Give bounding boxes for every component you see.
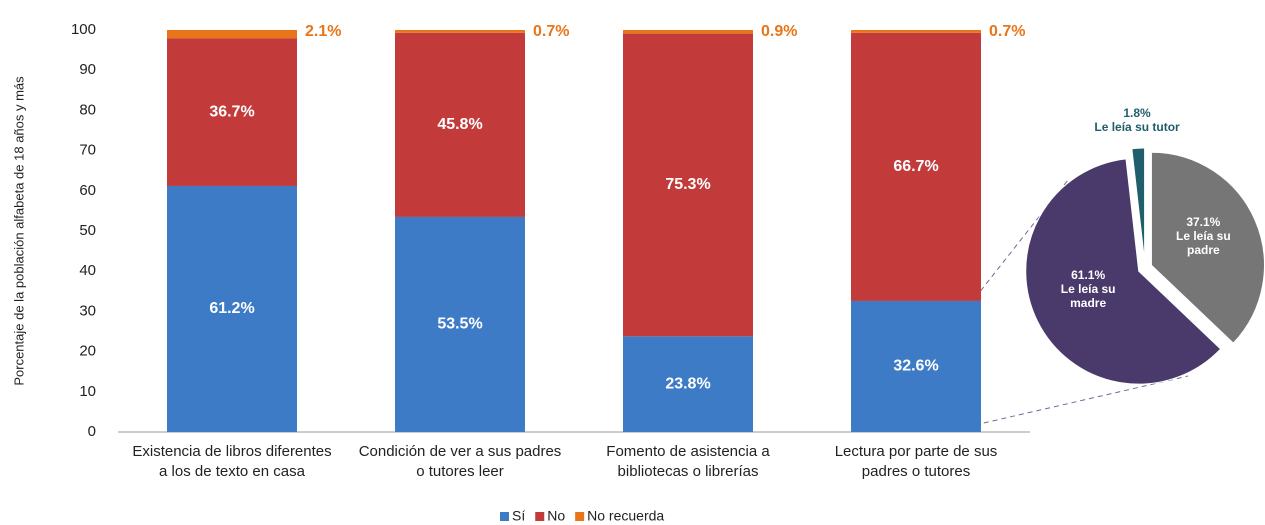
data-label: 66.7% <box>893 158 938 175</box>
pie-value-label-box: 1.8% <box>1123 105 1151 120</box>
legend-swatch <box>535 512 545 521</box>
x-tick-label: Condición de ver a sus padres o tutores … <box>358 443 562 480</box>
y-tick-label: 40 <box>79 262 96 279</box>
y-tick-label: 20 <box>79 343 96 360</box>
data-label: 0.9% <box>761 23 797 40</box>
bar-segment <box>623 33 753 337</box>
pie-label-box: Le leía su madre <box>1060 282 1116 311</box>
y-tick-label: 80 <box>79 101 96 118</box>
x-tick-label: Existencia de libros diferentes a los de… <box>132 443 332 480</box>
bar-segment <box>623 336 753 432</box>
x-tick-label: Lectura por parte de sus padres o tutore… <box>834 443 998 480</box>
legend-swatch <box>575 512 585 521</box>
data-label: 61.2% <box>209 300 254 317</box>
data-label: 0.7% <box>533 23 569 40</box>
legend-swatch <box>500 512 509 521</box>
y-tick-label: 30 <box>79 302 96 319</box>
bar-segment <box>167 30 297 39</box>
pie-value-label: 37.1% <box>1186 214 1221 229</box>
data-label: 0.7% <box>989 23 1025 40</box>
y-tick-label: 0 <box>88 423 96 440</box>
connector <box>974 179 1069 299</box>
x-tick-label-box: Condición de ver a sus padres o tutores … <box>358 443 562 480</box>
bar-segment <box>395 32 525 217</box>
data-label: 2.1% <box>305 23 341 40</box>
x-tick-label-box: Lectura por parte de sus padres o tutore… <box>834 443 998 480</box>
data-label: 45.8% <box>437 116 482 133</box>
pie-value-label-box: 37.1% <box>1186 214 1221 229</box>
legend-label: No <box>547 508 565 524</box>
legend-label: No recuerda <box>587 508 664 524</box>
data-label: 32.6% <box>893 358 938 375</box>
pie-slice <box>1131 147 1146 262</box>
data-label: 75.3% <box>665 176 710 193</box>
bar-segment <box>623 30 753 34</box>
pie-label: Le leía su madre <box>1060 282 1116 311</box>
y-tick-label: 60 <box>79 182 96 199</box>
bar-segment <box>851 300 981 432</box>
y-tick-label: 100 <box>71 21 96 38</box>
legend-label: Sí <box>512 508 525 524</box>
connector <box>974 375 1189 426</box>
pie-value-label: 1.8% <box>1123 105 1151 120</box>
bar-segment <box>395 30 525 33</box>
pie-label-box: Le leía su tutor <box>1094 119 1180 134</box>
pie-value-label: 61.1% <box>1071 268 1106 283</box>
y-tick-label: 10 <box>79 383 96 400</box>
x-tick-label-box: Fomento de asistencia a bibliotecas o li… <box>606 443 770 480</box>
pie-label-box: Le leía su padre <box>1175 228 1231 257</box>
data-label: 53.5% <box>437 316 482 333</box>
pie-slice <box>1025 158 1222 385</box>
bar-segment <box>851 32 981 301</box>
bar-segment <box>167 185 297 432</box>
y-tick-label: 70 <box>79 142 96 159</box>
bar-segment <box>167 38 297 186</box>
y-tick-label: 90 <box>79 61 96 78</box>
pie-slice <box>1150 151 1265 344</box>
x-tick-label: Fomento de asistencia a bibliotecas o li… <box>606 443 770 480</box>
bar-segment <box>395 216 525 432</box>
pie-label: Le leía su padre <box>1175 228 1231 257</box>
bar-segment <box>851 30 981 33</box>
pie-value-label-box: 61.1% <box>1071 268 1106 283</box>
pie-label: Le leía su tutor <box>1094 119 1180 134</box>
x-tick-label-box: Existencia de libros diferentes a los de… <box>132 443 332 480</box>
data-label: 23.8% <box>665 375 710 392</box>
y-axis-label: Porcentaje de la población alfabeta de 1… <box>11 76 26 386</box>
y-tick-label: 50 <box>79 222 96 239</box>
data-label: 36.7% <box>209 103 254 120</box>
